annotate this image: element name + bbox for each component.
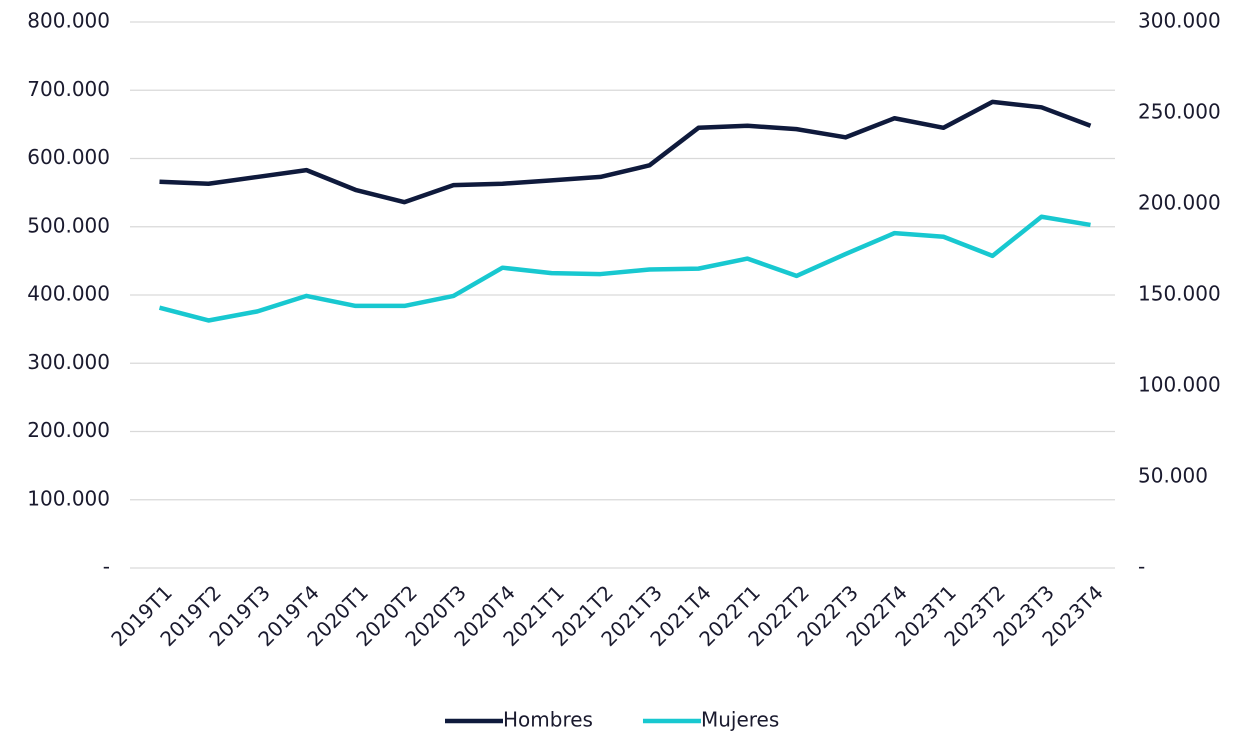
- y-tick-label: 100.000: [27, 486, 110, 510]
- y2-tick-label: 150.000: [1138, 282, 1221, 306]
- series-line: [159, 99, 1092, 205]
- y-tick-label: -: [103, 555, 110, 579]
- y2-tick-label: 250.000: [1138, 100, 1221, 124]
- y2-tick-label: 200.000: [1138, 191, 1221, 215]
- y-tick-label: 600.000: [27, 145, 110, 169]
- series-line: [158, 214, 1091, 323]
- legend-label: Hombres: [503, 708, 593, 732]
- y2-tick-label: 100.000: [1138, 373, 1221, 397]
- y-tick-label: 500.000: [27, 213, 110, 237]
- y-tick-label: 800.000: [27, 9, 110, 33]
- legend-label: Mujeres: [701, 708, 779, 732]
- y-tick-label: 700.000: [27, 77, 110, 101]
- y-tick-label: 300.000: [27, 350, 110, 374]
- y-tick-label: 400.000: [27, 282, 110, 306]
- y2-tick-label: 50.000: [1138, 464, 1208, 488]
- y2-tick-label: -: [1138, 555, 1145, 579]
- y2-tick-label: 300.000: [1138, 9, 1221, 33]
- y-tick-label: 200.000: [27, 418, 110, 442]
